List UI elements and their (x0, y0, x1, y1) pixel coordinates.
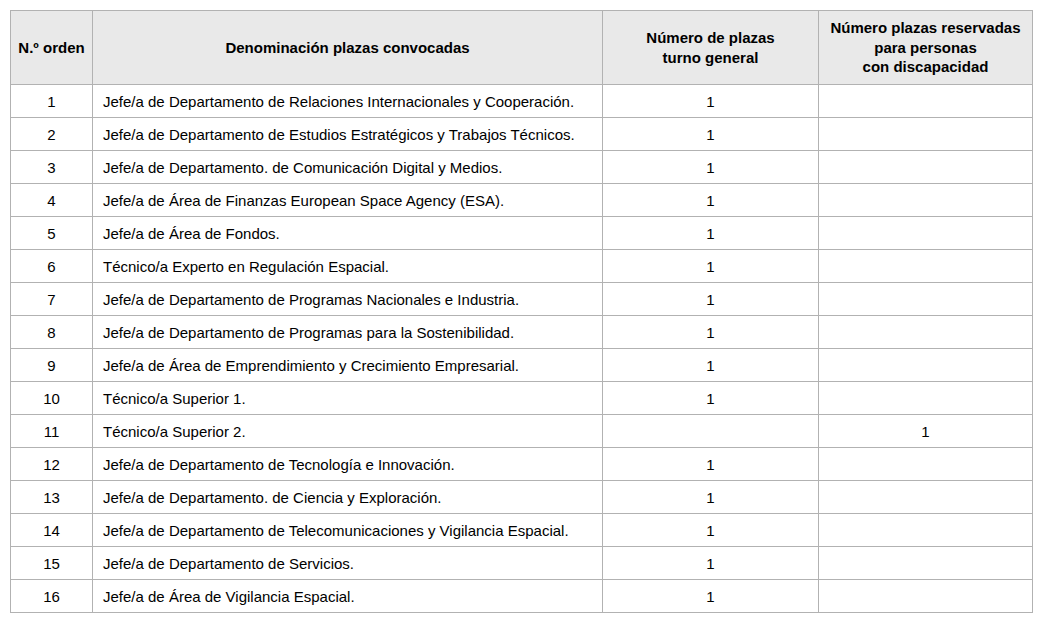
cell-num-orden: 14 (11, 514, 93, 547)
cell-turno-general: 1 (603, 448, 819, 481)
cell-discapacidad (819, 250, 1033, 283)
table-body: 1 Jefe/a de Departamento de Relaciones I… (11, 85, 1033, 613)
table-row: 3 Jefe/a de Departamento. de Comunicació… (11, 151, 1033, 184)
cell-turno-general: 1 (603, 580, 819, 613)
cell-turno-general: 1 (603, 283, 819, 316)
table-row: 11 Técnico/a Superior 2. 1 (11, 415, 1033, 448)
cell-num-orden: 7 (11, 283, 93, 316)
cell-discapacidad: 1 (819, 415, 1033, 448)
cell-discapacidad (819, 184, 1033, 217)
cell-discapacidad (819, 85, 1033, 118)
cell-num-orden: 11 (11, 415, 93, 448)
cell-turno-general (603, 415, 819, 448)
cell-turno-general: 1 (603, 514, 819, 547)
document-page: N.º orden Denominación plazas convocadas… (0, 0, 1042, 613)
cell-turno-general: 1 (603, 547, 819, 580)
cell-num-orden: 2 (11, 118, 93, 151)
cell-discapacidad (819, 514, 1033, 547)
cell-discapacidad (819, 316, 1033, 349)
table-row: 6 Técnico/a Experto en Regulación Espaci… (11, 250, 1033, 283)
cell-num-orden: 9 (11, 349, 93, 382)
table-row: 15 Jefe/a de Departamento de Servicios. … (11, 547, 1033, 580)
cell-turno-general: 1 (603, 316, 819, 349)
cell-denominacion: Jefe/a de Área de Fondos. (93, 217, 603, 250)
table-row: 10 Técnico/a Superior 1. 1 (11, 382, 1033, 415)
cell-turno-general: 1 (603, 382, 819, 415)
cell-turno-general: 1 (603, 250, 819, 283)
cell-turno-general: 1 (603, 85, 819, 118)
cell-turno-general: 1 (603, 151, 819, 184)
cell-num-orden: 10 (11, 382, 93, 415)
cell-discapacidad (819, 217, 1033, 250)
cell-discapacidad (819, 580, 1033, 613)
cell-num-orden: 12 (11, 448, 93, 481)
cell-denominacion: Jefe/a de Departamento de Telecomunicaci… (93, 514, 603, 547)
cell-num-orden: 6 (11, 250, 93, 283)
cell-num-orden: 3 (11, 151, 93, 184)
cell-discapacidad (819, 151, 1033, 184)
cell-denominacion: Jefe/a de Departamento de Programas para… (93, 316, 603, 349)
cell-denominacion: Jefe/a de Departamento de Servicios. (93, 547, 603, 580)
cell-discapacidad (819, 382, 1033, 415)
cell-num-orden: 16 (11, 580, 93, 613)
cell-denominacion: Jefe/a de Departamento de Tecnología e I… (93, 448, 603, 481)
cell-num-orden: 1 (11, 85, 93, 118)
cell-turno-general: 1 (603, 481, 819, 514)
table-row: 7 Jefe/a de Departamento de Programas Na… (11, 283, 1033, 316)
table-row: 13 Jefe/a de Departamento. de Ciencia y … (11, 481, 1033, 514)
cell-num-orden: 4 (11, 184, 93, 217)
plazas-convocadas-table: N.º orden Denominación plazas convocadas… (10, 10, 1033, 613)
cell-denominacion: Jefe/a de Departamento de Estudios Estra… (93, 118, 603, 151)
cell-denominacion: Jefe/a de Área de Finanzas European Spac… (93, 184, 603, 217)
table-row: 14 Jefe/a de Departamento de Telecomunic… (11, 514, 1033, 547)
table-row: 2 Jefe/a de Departamento de Estudios Est… (11, 118, 1033, 151)
cell-discapacidad (819, 481, 1033, 514)
cell-discapacidad (819, 349, 1033, 382)
cell-denominacion: Jefe/a de Área de Emprendimiento y Creci… (93, 349, 603, 382)
cell-denominacion: Jefe/a de Departamento de Relaciones Int… (93, 85, 603, 118)
table-row: 4 Jefe/a de Área de Finanzas European Sp… (11, 184, 1033, 217)
cell-num-orden: 8 (11, 316, 93, 349)
table-row: 1 Jefe/a de Departamento de Relaciones I… (11, 85, 1033, 118)
cell-denominacion: Técnico/a Superior 2. (93, 415, 603, 448)
table-row: 16 Jefe/a de Área de Vigilancia Espacial… (11, 580, 1033, 613)
column-header-discapacidad: Número plazas reservadas para personas c… (819, 11, 1033, 85)
cell-turno-general: 1 (603, 217, 819, 250)
cell-denominacion: Técnico/a Superior 1. (93, 382, 603, 415)
table-row: 8 Jefe/a de Departamento de Programas pa… (11, 316, 1033, 349)
table-row: 12 Jefe/a de Departamento de Tecnología … (11, 448, 1033, 481)
cell-turno-general: 1 (603, 184, 819, 217)
cell-turno-general: 1 (603, 118, 819, 151)
cell-denominacion: Técnico/a Experto en Regulación Espacial… (93, 250, 603, 283)
header-row: N.º orden Denominación plazas convocadas… (11, 11, 1033, 85)
cell-turno-general: 1 (603, 349, 819, 382)
cell-num-orden: 13 (11, 481, 93, 514)
cell-denominacion: Jefe/a de Departamento de Programas Naci… (93, 283, 603, 316)
cell-num-orden: 5 (11, 217, 93, 250)
table-row: 5 Jefe/a de Área de Fondos. 1 (11, 217, 1033, 250)
cell-discapacidad (819, 448, 1033, 481)
cell-num-orden: 15 (11, 547, 93, 580)
cell-discapacidad (819, 283, 1033, 316)
cell-denominacion: Jefe/a de Departamento. de Ciencia y Exp… (93, 481, 603, 514)
table-row: 9 Jefe/a de Área de Emprendimiento y Cre… (11, 349, 1033, 382)
column-header-denominacion: Denominación plazas convocadas (93, 11, 603, 85)
cell-discapacidad (819, 547, 1033, 580)
column-header-turno-general: Número de plazas turno general (603, 11, 819, 85)
column-header-num-orden: N.º orden (11, 11, 93, 85)
cell-denominacion: Jefe/a de Departamento. de Comunicación … (93, 151, 603, 184)
cell-denominacion: Jefe/a de Área de Vigilancia Espacial. (93, 580, 603, 613)
cell-discapacidad (819, 118, 1033, 151)
